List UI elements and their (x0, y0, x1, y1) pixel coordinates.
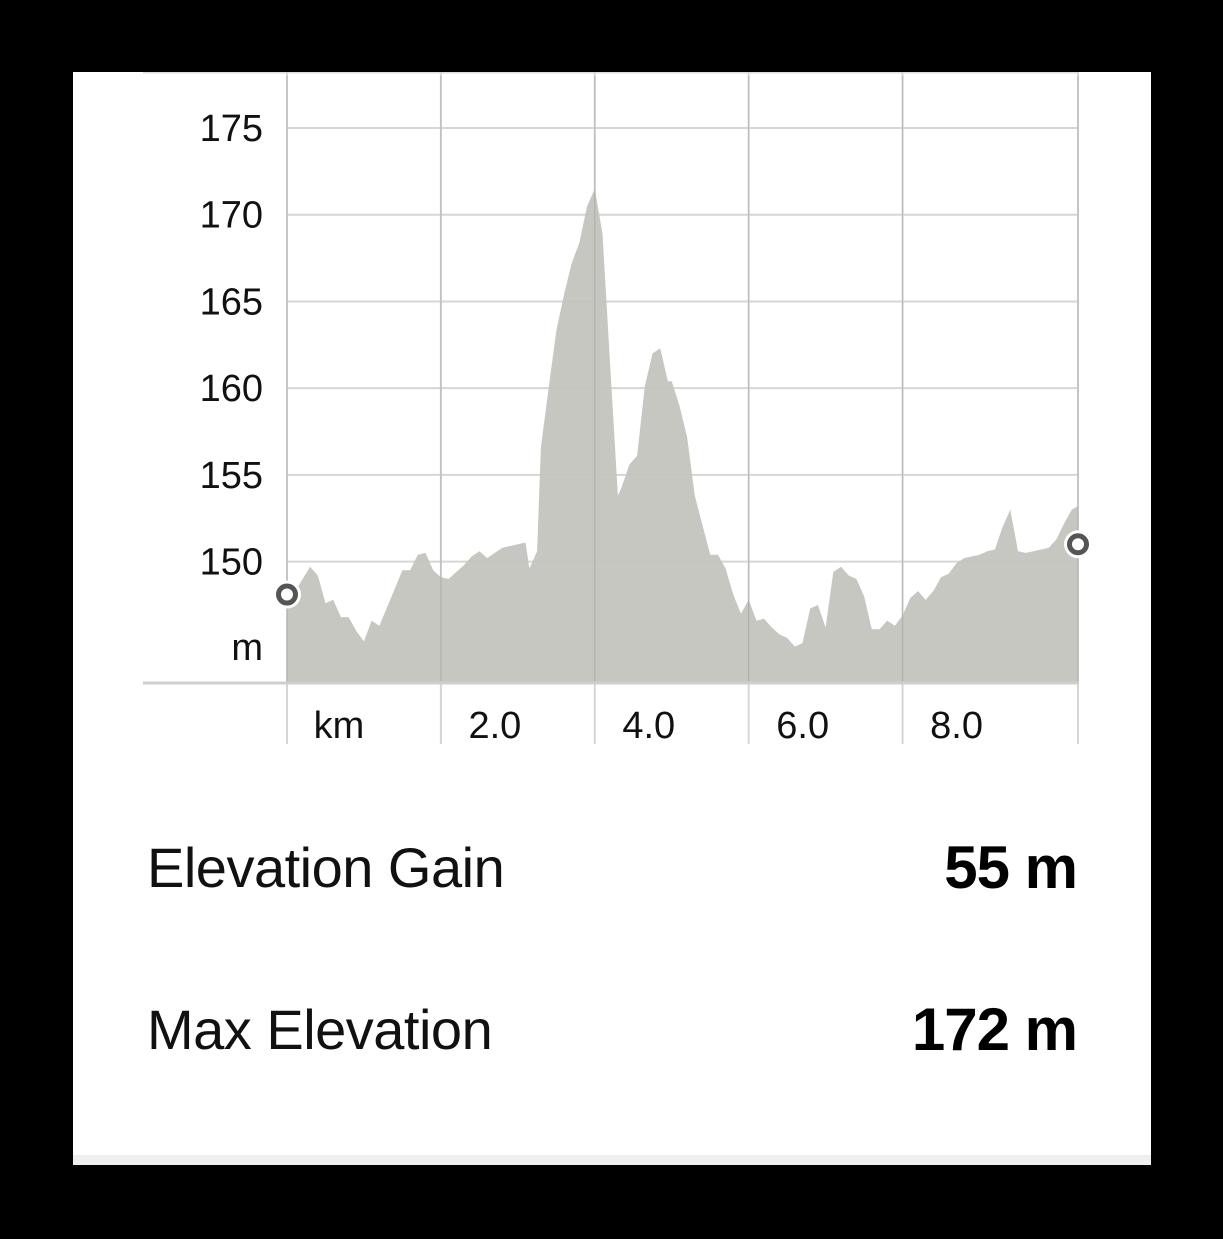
y-tick-label-160: 160 (200, 368, 263, 410)
chart-ticks: 175 170 165 160 155 150 m km 2.0 4.0 6.0 8.0 (200, 108, 983, 747)
x-tick-label-2: 4.0 (622, 705, 675, 747)
max-elevation-label: Max Elevation (147, 998, 493, 1061)
elevation-gain-label: Elevation Gain (147, 836, 505, 899)
x-tick-label-0: km (314, 705, 365, 747)
stat-row-elevation-gain: Elevation Gain 55 m (147, 828, 1078, 908)
route-end-marker (1067, 533, 1089, 556)
x-tick-label-4: 8.0 (930, 705, 983, 747)
elevation-chart: 175 170 165 160 155 150 m km 2.0 4.0 6.0 8.0 (143, 72, 1092, 747)
x-tick-label-3: 6.0 (776, 705, 829, 747)
max-elevation-value: 172 m (911, 996, 1078, 1063)
stat-row-max-elevation: Max Elevation 172 m (147, 990, 1078, 1070)
y-tick-label-165: 165 (200, 281, 263, 323)
chart-markers (273, 530, 1092, 609)
card-bottom-edge (73, 1155, 1151, 1165)
y-tick-label-170: 170 (200, 195, 263, 237)
elevation-area (287, 188, 1078, 683)
route-start-marker (276, 583, 298, 606)
y-tick-label-150: 150 (200, 542, 263, 584)
y-tick-label-175: 175 (200, 108, 263, 150)
y-axis-unit-label: m (231, 627, 263, 669)
chart-area-layer (286, 76, 1079, 683)
x-tick-label-1: 2.0 (468, 705, 521, 747)
y-tick-label-155: 155 (200, 455, 263, 497)
elevation-gain-value: 55 m (944, 834, 1078, 901)
elevation-card: 175 170 165 160 155 150 m km 2.0 4.0 6.0 8.0 Elevat… (73, 72, 1151, 1165)
